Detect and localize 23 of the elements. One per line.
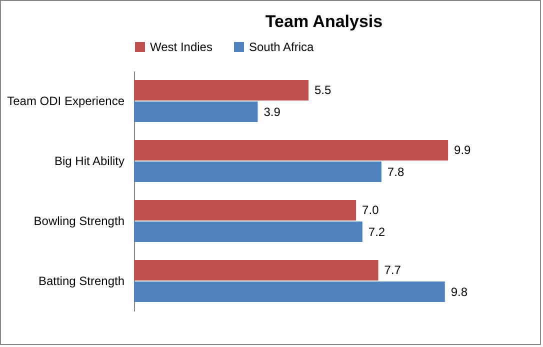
legend-label: South Africa [249,40,314,54]
y-tick-label: Bowling Strength [34,214,124,228]
y-tick-label: Batting Strength [38,274,124,288]
bar [134,102,258,122]
data-label: 7.8 [387,164,404,179]
bar [134,162,382,182]
bar [134,260,378,280]
data-label: 9.9 [454,143,472,158]
data-label: 7.0 [362,203,380,218]
data-label: 9.8 [450,284,468,299]
y-tick-label: Team ODI Experience [7,94,125,108]
bar [134,200,356,220]
chart-title: Team Analysis [265,12,383,31]
bar [134,282,445,302]
y-tick-label: Big Hit Ability [54,154,124,168]
data-label: 5.5 [314,83,332,98]
bar [134,80,308,100]
data-label: 3.9 [264,104,281,119]
legend-label: West Indies [150,40,212,54]
bar [134,222,362,242]
data-label: 7.2 [368,224,386,239]
data-label: 7.7 [384,263,402,278]
bar [134,140,448,160]
